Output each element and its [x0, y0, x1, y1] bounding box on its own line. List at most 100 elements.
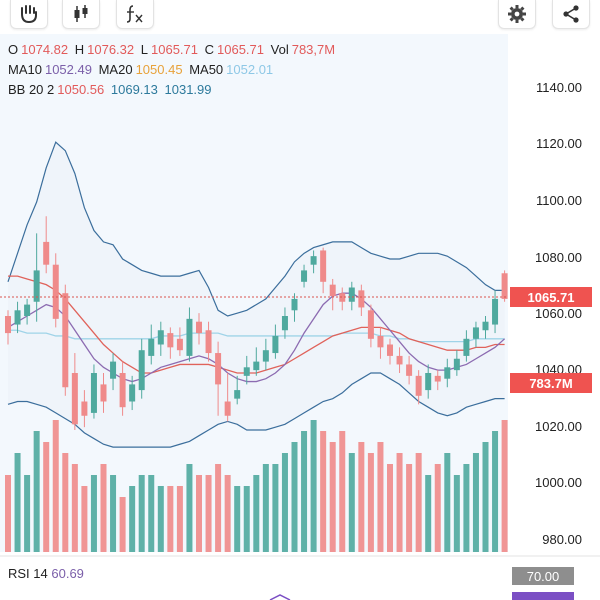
candle-body: [33, 270, 40, 302]
bollinger-band-fill: [8, 142, 505, 448]
candle-body: [463, 338, 470, 356]
ma-row: MA10 1052.49 MA20 1050.45 MA50 1052.01: [8, 62, 276, 78]
candle-body: [281, 316, 288, 331]
candle-body: [71, 373, 78, 425]
candle-body: [415, 375, 422, 396]
candle-body: [367, 310, 374, 339]
candle-body: [215, 353, 222, 385]
volume-bar: [81, 486, 88, 552]
candle-body: [119, 373, 126, 408]
volume-bar: [52, 420, 59, 552]
price-axis-label: 980.00: [542, 532, 582, 547]
candle-body: [138, 350, 145, 391]
candle-body: [205, 330, 212, 354]
volume-bar: [90, 475, 97, 552]
volume-bar: [492, 431, 499, 552]
ohlc-row: O 1074.82 H 1076.32 L 1065.71 C 1065.71 Vol 7…: [8, 42, 338, 58]
price-axis-label: 1020.00: [535, 419, 582, 434]
volume-bar: [387, 464, 393, 552]
bb-value-2: 1069.13: [110, 82, 158, 97]
candle-body: [157, 330, 164, 345]
candle-body: [24, 304, 31, 316]
volume-value: 783,7M: [291, 42, 336, 57]
share-button[interactable]: [552, 0, 590, 29]
candle-body: [492, 298, 499, 325]
volume-bar: [310, 420, 317, 552]
price-axis-label: 1120.00: [535, 136, 582, 151]
ma50-line: [8, 329, 505, 343]
volume-bar: [415, 453, 422, 552]
candle-body: [253, 361, 260, 371]
settings-button[interactable]: [498, 0, 536, 29]
candle-body: [243, 367, 250, 376]
ma10-value: 1052.49: [44, 62, 92, 77]
volume-label: Vol: [270, 42, 289, 57]
volume-bar: [129, 486, 136, 552]
bb-value-1: 1050.56: [57, 82, 105, 97]
candle-body: [272, 335, 279, 354]
candle-body: [482, 321, 489, 331]
volume-bar: [33, 431, 40, 552]
volume-bar: [253, 475, 260, 552]
candle-body: [52, 264, 59, 319]
indicators-button[interactable]: [116, 0, 154, 29]
low-value: 1065.71: [151, 42, 198, 57]
candle-body: [348, 287, 355, 302]
volume-bar: [358, 442, 365, 552]
volume-bar: [329, 442, 336, 552]
indicator-fx-icon: [124, 4, 146, 24]
volume-bar: [234, 486, 241, 552]
ma50-label: MA50: [189, 62, 224, 77]
hand-pointer-icon: [18, 4, 40, 24]
volume-bar: [453, 475, 460, 552]
volume-bar: [14, 453, 21, 552]
candle-body: [167, 333, 174, 348]
volume-bar: [281, 453, 288, 552]
bollinger-band-layer: [7, 141, 505, 448]
candlestick-icon: [71, 4, 91, 24]
ma10-label: MA10: [8, 62, 42, 77]
hand-pointer-button[interactable]: [10, 0, 48, 29]
volume-bar: [301, 431, 308, 552]
volume-bar: [348, 453, 355, 552]
chart-type-button[interactable]: [62, 0, 100, 29]
volume-bar: [425, 475, 432, 552]
volume-bar: [339, 431, 346, 552]
candle-body: [453, 358, 460, 371]
volume-bar: [320, 431, 327, 552]
volume-bar: [62, 453, 69, 552]
candle-body: [148, 338, 155, 356]
candle-body: [358, 290, 365, 308]
last-price-tag: 1065.71: [510, 287, 592, 307]
bollinger-lower-line: [7, 372, 505, 448]
high-label: H: [74, 42, 85, 57]
volume-bar: [367, 453, 374, 552]
rsi-value-tag: [512, 592, 574, 600]
candle-body: [224, 401, 231, 416]
volume-bar: [377, 442, 384, 552]
gear-icon: [507, 4, 527, 24]
candle-body: [291, 298, 298, 311]
volume-layer: [5, 420, 508, 552]
ma20-label: MA20: [98, 62, 133, 77]
candle-body: [329, 284, 336, 297]
share-icon: [561, 4, 581, 24]
volume-bar: [24, 475, 31, 552]
candle-body: [387, 344, 393, 356]
rsi-value: 60.69: [51, 566, 84, 581]
bb-label: BB 20 2: [8, 82, 55, 97]
candle-body: [81, 401, 88, 416]
candle-body: [301, 270, 308, 282]
open-label: O: [8, 42, 19, 57]
candle-body: [444, 367, 451, 379]
candle-body: [129, 384, 136, 402]
volume-bar: [291, 442, 298, 552]
volume-bar: [501, 420, 508, 552]
low-label: L: [140, 42, 148, 57]
volume-bar: [110, 475, 117, 552]
candle-body: [62, 293, 69, 388]
price-axis-label: 1060.00: [535, 306, 582, 321]
candle-body: [320, 250, 327, 282]
volume-tag: 783.7M: [510, 373, 592, 393]
